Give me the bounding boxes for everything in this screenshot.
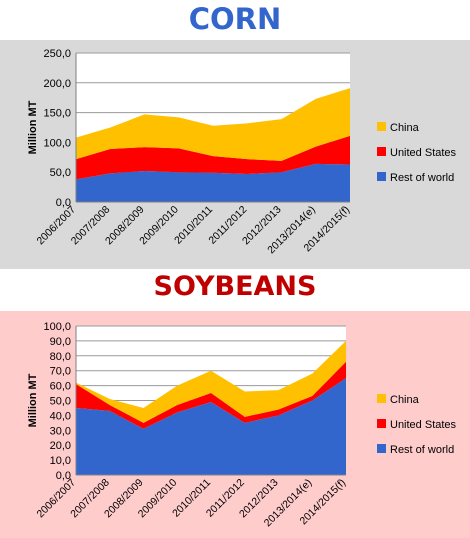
soybeans-chart-title: SOYBEANS <box>153 271 317 302</box>
soybeans-y-tick-label: 70,0 <box>50 366 71 378</box>
soybeans-y-tick-label: 60,0 <box>50 381 71 393</box>
soybeans-legend-swatch <box>377 444 386 453</box>
corn-y-tick-label: 150,0 <box>43 108 71 120</box>
corn-legend-label: United States <box>390 147 457 159</box>
corn-area-united-states <box>76 135 350 180</box>
corn-legend-swatch <box>377 172 386 181</box>
soybeans-area-rest-of-world <box>76 378 346 475</box>
soybeans-y-tick-label: 0,0 <box>56 470 71 482</box>
soybeans-legend-swatch <box>377 394 386 403</box>
soybeans-chart-panel: 0,0 10,0 20,0 30,0 40,0 50,0 60,0 70,0 80,0 90,0 1… <box>0 311 470 538</box>
soybeans-y-tick-label: 90,0 <box>50 336 71 348</box>
soybeans-chart: 0,0 10,0 20,0 30,0 40,0 50,0 60,0 70,0 80,0 90,0 1… <box>27 321 457 529</box>
corn-chart: 0,050,0100,0150,0200,0250,02006/20072007… <box>27 48 457 256</box>
corn-legend-label: Rest of world <box>390 172 454 184</box>
corn-chart-title: CORN <box>188 2 282 36</box>
soybeans-y-tick-label: 50,0 <box>50 396 71 408</box>
soybeans-y-tick-label: 100,0 <box>43 321 71 333</box>
soybeans-legend-label: United States <box>390 419 457 431</box>
corn-y-tick-label: 50,0 <box>50 167 71 179</box>
corn-legend-swatch <box>377 122 386 131</box>
soybeans-legend-label: Rest of world <box>390 444 454 456</box>
corn-area-china <box>76 88 350 161</box>
soybeans-legend-swatch <box>377 419 386 428</box>
corn-y-axis-title: Million MT <box>27 100 39 154</box>
corn-y-tick-label: 250,0 <box>43 48 71 60</box>
corn-legend-label: China <box>390 122 420 134</box>
corn-y-tick-label: 100,0 <box>43 137 71 149</box>
corn-chart-panel: 0,0 50,0 100,0 150,0 200,0 250,0 2006/2007 2007… <box>0 40 470 269</box>
soybeans-area-china <box>76 340 346 423</box>
corn-y-tick-label: 200,0 <box>43 78 71 90</box>
soybeans-y-axis-title: Million MT <box>27 373 39 427</box>
corn-y-tick-label: 0,0 <box>56 197 71 209</box>
soybeans-y-tick-label: 10,0 <box>50 455 71 467</box>
corn-legend-swatch <box>377 147 386 156</box>
corn-area-rest-of-world <box>76 163 350 202</box>
soybeans-y-tick-label: 30,0 <box>50 425 71 437</box>
soybeans-area-united-states <box>76 361 346 429</box>
soybeans-y-tick-label: 40,0 <box>50 410 71 422</box>
soybeans-legend-label: China <box>390 394 420 406</box>
soybeans-y-tick-label: 20,0 <box>50 440 71 452</box>
soybeans-y-tick-label: 80,0 <box>50 351 71 363</box>
